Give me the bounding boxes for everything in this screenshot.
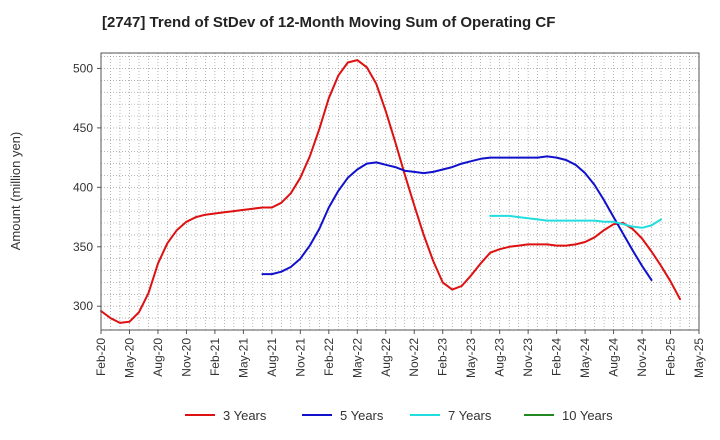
- x-tick-label: May-23: [464, 338, 478, 378]
- x-tick-label: Nov-23: [521, 338, 535, 377]
- legend-label-2: 5 Years: [340, 408, 384, 423]
- x-tick-label: Nov-21: [293, 338, 307, 377]
- y-tick-label: 500: [73, 61, 93, 75]
- y-tick-label: 350: [73, 240, 93, 254]
- legend-label-3: 7 Years: [448, 408, 492, 423]
- chart-title: [2747] Trend of StDev of 12-Month Moving…: [102, 14, 556, 31]
- series-line-2: [261, 155, 653, 282]
- legend: 3 Years 5 Years 7 Years 10 Years: [185, 408, 613, 423]
- x-tick-label: Feb-23: [436, 338, 450, 376]
- x-tick-label: Aug-24: [607, 338, 621, 377]
- series-lines: [100, 59, 681, 324]
- plot-border: [100, 52, 700, 331]
- y-tick-label: 300: [73, 299, 93, 313]
- x-tick-label: Aug-21: [265, 338, 279, 377]
- x-tick-label: Feb-24: [550, 338, 564, 376]
- legend-label-1: 3 Years: [223, 408, 267, 423]
- series-line-1: [100, 59, 681, 324]
- y-tick-label: 400: [73, 180, 93, 194]
- x-tick-label: Feb-25: [664, 338, 678, 376]
- y-axis-ticks: 300 350 400 450 500: [73, 61, 101, 313]
- x-tick-label: Aug-23: [493, 338, 507, 377]
- legend-label-4: 10 Years: [562, 408, 613, 423]
- series-line-3: [489, 214, 662, 229]
- y-axis-title: Amount (million yen): [8, 132, 23, 251]
- x-tick-label: Feb-21: [208, 338, 222, 376]
- x-tick-label: Feb-20: [94, 338, 108, 376]
- x-tick-label: May-20: [122, 338, 136, 378]
- x-axis-ticks: Feb-20 May-20 Aug-20 Nov-20 Feb-21 May-21 Aug-…: [94, 330, 706, 378]
- x-tick-label: May-25: [692, 338, 706, 378]
- x-tick-label: May-21: [236, 338, 250, 378]
- x-tick-label: May-22: [350, 338, 364, 378]
- x-tick-label: Aug-20: [151, 338, 165, 377]
- x-tick-label: Feb-22: [322, 338, 336, 376]
- x-tick-label: May-24: [578, 338, 592, 378]
- x-tick-label: Nov-24: [635, 338, 649, 377]
- plot-background: [101, 53, 699, 330]
- y-tick-label: 450: [73, 121, 93, 135]
- x-tick-label: Nov-22: [407, 338, 421, 377]
- x-tick-label: Nov-20: [179, 338, 193, 377]
- x-tick-label: Aug-22: [379, 338, 393, 377]
